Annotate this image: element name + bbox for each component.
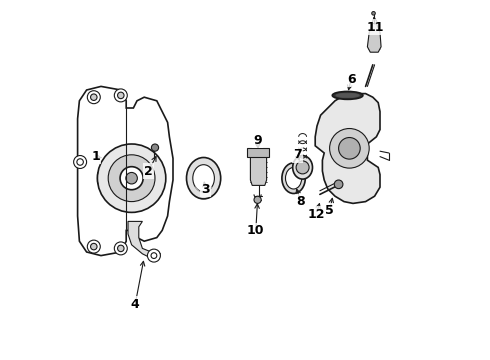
- Text: 5: 5: [325, 204, 334, 217]
- Circle shape: [296, 161, 309, 174]
- Circle shape: [118, 92, 124, 99]
- Text: 10: 10: [247, 224, 265, 237]
- Text: 1: 1: [91, 150, 100, 163]
- Ellipse shape: [187, 158, 220, 199]
- Circle shape: [330, 129, 369, 168]
- Circle shape: [120, 167, 143, 190]
- Text: 4: 4: [131, 298, 140, 311]
- Polygon shape: [77, 86, 173, 256]
- Circle shape: [74, 156, 87, 168]
- Polygon shape: [368, 23, 381, 52]
- Circle shape: [118, 245, 124, 252]
- Text: 7: 7: [293, 148, 301, 161]
- Text: 3: 3: [201, 183, 210, 195]
- Text: 2: 2: [144, 165, 153, 177]
- Text: 12: 12: [308, 208, 325, 221]
- Text: 11: 11: [367, 21, 384, 33]
- Ellipse shape: [282, 163, 305, 194]
- Circle shape: [87, 240, 100, 253]
- Circle shape: [108, 155, 155, 202]
- Ellipse shape: [293, 156, 313, 179]
- Text: 9: 9: [253, 134, 262, 147]
- Text: 6: 6: [347, 73, 356, 86]
- Polygon shape: [128, 221, 160, 257]
- Circle shape: [91, 243, 97, 250]
- Circle shape: [372, 12, 375, 15]
- Circle shape: [91, 94, 97, 100]
- Circle shape: [151, 144, 159, 151]
- Ellipse shape: [336, 93, 359, 98]
- Circle shape: [334, 180, 343, 189]
- Ellipse shape: [332, 91, 363, 99]
- Circle shape: [98, 144, 166, 212]
- Circle shape: [114, 242, 127, 255]
- Polygon shape: [315, 94, 380, 203]
- Circle shape: [147, 249, 160, 262]
- Ellipse shape: [193, 165, 215, 192]
- Circle shape: [339, 138, 360, 159]
- Text: 8: 8: [296, 195, 305, 208]
- FancyBboxPatch shape: [247, 148, 270, 157]
- Circle shape: [87, 91, 100, 104]
- Polygon shape: [250, 155, 267, 185]
- Circle shape: [114, 89, 127, 102]
- Circle shape: [254, 196, 261, 203]
- Ellipse shape: [286, 167, 302, 189]
- Circle shape: [126, 172, 137, 184]
